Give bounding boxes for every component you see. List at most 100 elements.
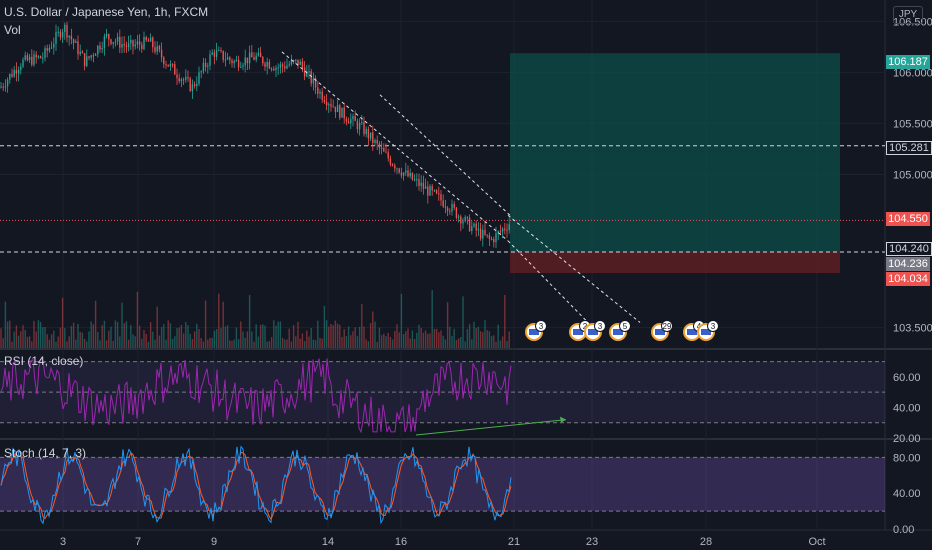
volume-bar [378,327,381,348]
candle-body [193,84,196,87]
rsi-line [0,357,512,434]
volume-bar [424,330,427,348]
candle-body [275,67,277,71]
volume-bar [176,328,178,348]
volume-bar [77,323,79,348]
rsi-tick-label: 20.00 [893,433,921,445]
candle-body [200,71,202,73]
candle-body [284,66,286,69]
candle-body [167,64,169,67]
volume-bar [130,325,132,348]
volume-bar [301,333,304,348]
candle-body [31,56,33,65]
candle-body [314,78,317,88]
volume-bar [149,322,152,348]
volume-bar [486,330,488,348]
volume-bar [319,337,321,348]
candle-body [444,206,447,208]
event-count: 3 [598,322,603,331]
volume-bar [13,331,15,348]
rsi-divergence-arrow [415,419,567,436]
candle-body [358,123,361,130]
candle-body [449,210,451,212]
volume-bar [493,335,495,348]
event-flag-stripe [613,329,623,335]
candle-body [39,56,42,59]
target-price-tag: 106.187 [886,55,930,69]
candle-body [501,228,504,232]
candle-body [246,57,249,64]
candle-body [499,231,502,233]
price-tick-label: 103.500 [893,323,932,335]
volume-bar [356,336,359,348]
candle-body [130,40,132,44]
candle-body [11,74,13,77]
volume-bar [81,332,84,348]
volume-bar [222,301,224,348]
volume-bar [178,327,180,348]
volume-bar [42,327,44,348]
volume-bar [466,329,469,348]
volume-bar [94,300,97,348]
volume-bar [193,331,196,348]
candle-body [270,68,273,70]
candle-body [383,148,385,152]
volume-bar [154,339,156,348]
volume-bar [383,333,385,348]
candle-body [26,55,29,61]
volume-bar [2,338,4,348]
volume-bar [308,336,310,348]
candle-body [455,207,458,218]
symbol-title: U.S. Dollar / Japanese Yen, 1h, FXCM [4,5,209,19]
candle-body [424,186,427,189]
candle-body [451,203,453,212]
candle-body [64,24,66,32]
volume-bar [229,340,231,348]
volume-bar [444,339,447,348]
candle-body [92,55,95,57]
volume-bar [237,339,240,348]
volume-bar [110,326,112,348]
candle-body [20,66,22,71]
currency-button[interactable]: JPY [893,6,923,24]
candle-body [369,132,372,139]
candle-body [497,231,499,234]
channel-projection-line [507,214,641,323]
volume-bar [475,327,477,348]
candle-body [490,238,493,240]
volume-bar [185,322,187,348]
candle-body [222,50,224,60]
candle-body [453,203,455,208]
candle-body [182,79,185,81]
volume-bar [477,326,480,348]
volume-bar [284,339,286,348]
volume-bar [158,335,161,348]
candle-body [431,186,433,191]
volume-bar [345,336,348,348]
volume-bar [99,340,101,348]
event-count-badge [594,320,606,332]
candle-body [189,78,191,92]
volume-bar [354,327,356,348]
volume-bar [442,335,444,348]
volume-bar [297,321,299,348]
candle-body [226,57,229,60]
volume-bar [187,325,189,348]
candle-body [68,35,70,38]
candle-body [484,229,486,235]
candle-body [22,59,24,67]
volume-bar [347,326,350,348]
volume-bar [255,324,257,348]
candle-body [42,57,44,59]
candle-body [138,41,141,45]
candle-body [202,62,205,72]
candle-body [15,69,18,74]
volume-bar [350,335,352,348]
volume-bar [449,326,451,348]
volume-bar [215,329,218,348]
candle-body [156,46,158,52]
volume-bar [218,293,220,348]
event-count-badge [619,320,631,332]
volume-bar [394,330,396,348]
